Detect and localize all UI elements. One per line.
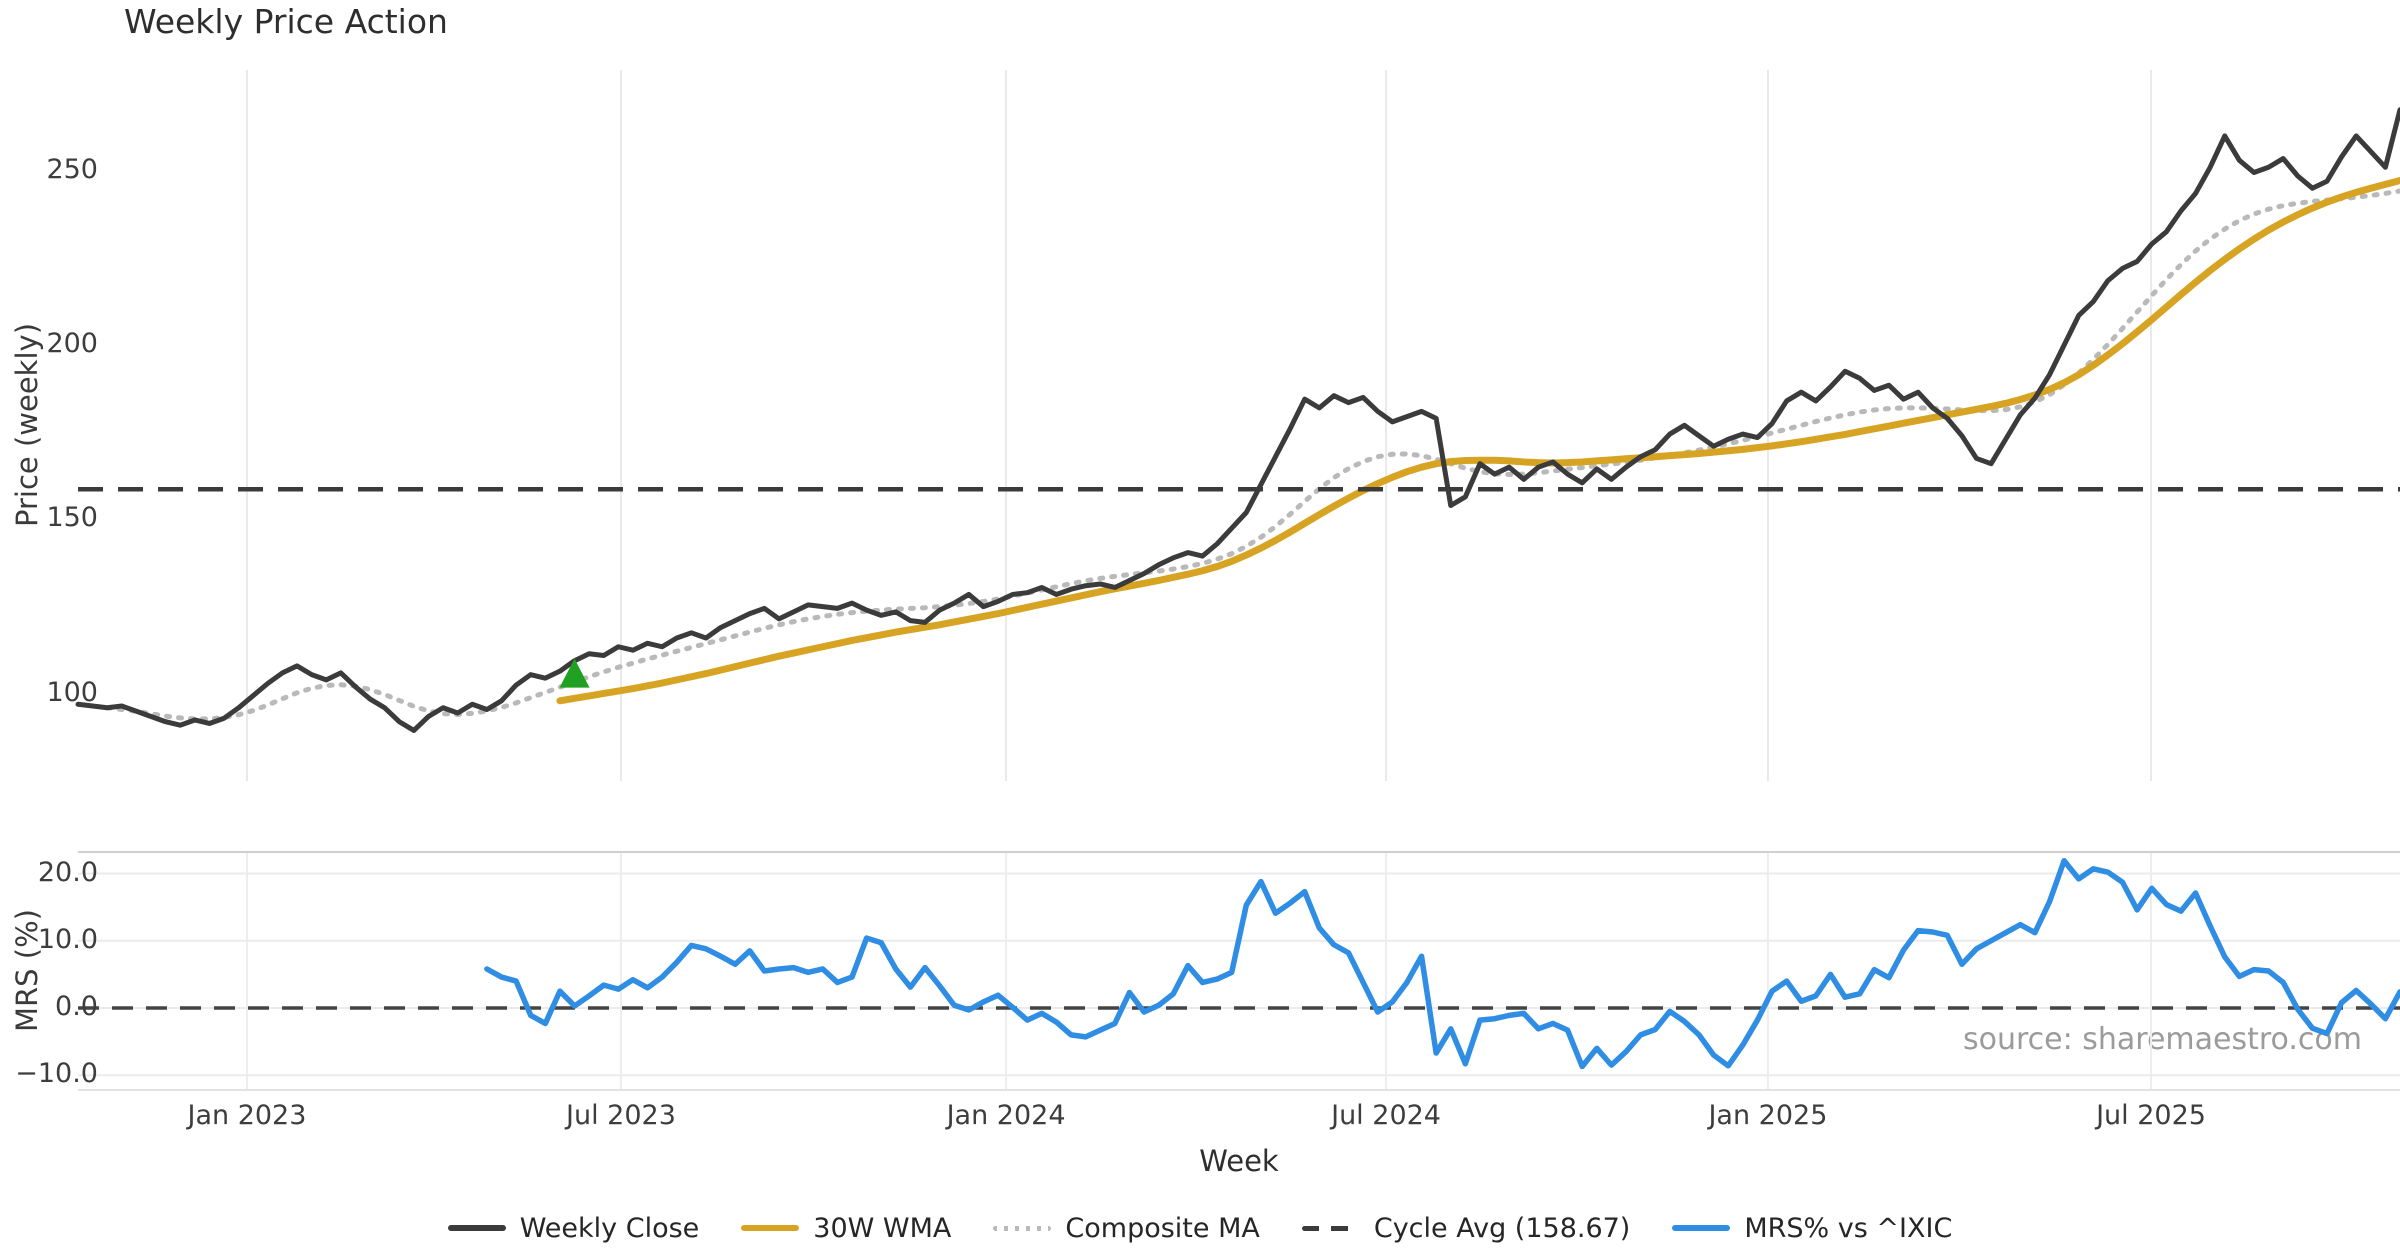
x-tick-label: Jan 2023 (187, 1100, 307, 1131)
legend-label: MRS% vs ^IXIC (1744, 1212, 1953, 1244)
weekly-close-line (75, 107, 2400, 733)
legend-item-30w-wma: 30W WMA (741, 1213, 951, 1244)
buy-signal-triangle (559, 658, 590, 688)
legend-swatch (993, 1225, 1052, 1231)
x-tick-label: Jan 2025 (1708, 1100, 1828, 1131)
price-y-tick-label: 200 (46, 328, 98, 360)
x-tick-label: Jul 2025 (2096, 1100, 2206, 1131)
price-y-tick-label: 100 (46, 676, 98, 708)
chart-legend: Weekly Close 30W WMA Composite MA Cycle Avg… (0, 1202, 2400, 1254)
mrs-y-axis-label: MRS (%) (10, 909, 44, 1033)
legend-label: 30W WMA (813, 1212, 952, 1244)
composite-ma-line (104, 188, 2400, 722)
legend-label: Cycle Avg (158.67) (1373, 1212, 1631, 1244)
legend-swatch (447, 1225, 506, 1231)
legend-item-weekly-close: Weekly Close (447, 1212, 700, 1244)
30w-wma-line (556, 177, 2400, 705)
legend-label: Weekly Close (519, 1212, 700, 1244)
x-tick-label: Jul 2024 (1331, 1100, 1441, 1131)
legend-swatch (1301, 1225, 1360, 1231)
legend-item-mrs-vs-ixic: MRS% vs ^IXIC (1672, 1213, 1952, 1244)
chart-title: Weekly Price Action (124, 2, 448, 41)
legend-label: Composite MA (1065, 1212, 1260, 1244)
price-y-tick-label: 150 (46, 502, 98, 534)
legend-item-composite-ma: Composite MA (993, 1212, 1260, 1244)
mrs-y-tick-label: −10.0 (15, 1058, 98, 1090)
mrs-y-tick-label: 0.0 (55, 990, 98, 1022)
source-note: source: sharemaestro.com (1963, 1022, 2362, 1057)
legend-item-cycle-avg-158-67-: Cycle Avg (158.67) (1301, 1212, 1631, 1244)
legend-swatch (741, 1225, 800, 1231)
mrs-vs-ixic-line (484, 857, 2400, 1070)
mrs-y-tick-label: 10.0 (37, 923, 98, 955)
x-axis-label: Week (1199, 1144, 1279, 1178)
mrs-y-tick-label: 20.0 (37, 856, 98, 888)
x-tick-label: Jan 2024 (946, 1100, 1066, 1131)
legend-swatch (1672, 1225, 1731, 1231)
price-y-tick-label: 250 (46, 153, 98, 185)
x-tick-label: Jul 2023 (566, 1100, 676, 1131)
